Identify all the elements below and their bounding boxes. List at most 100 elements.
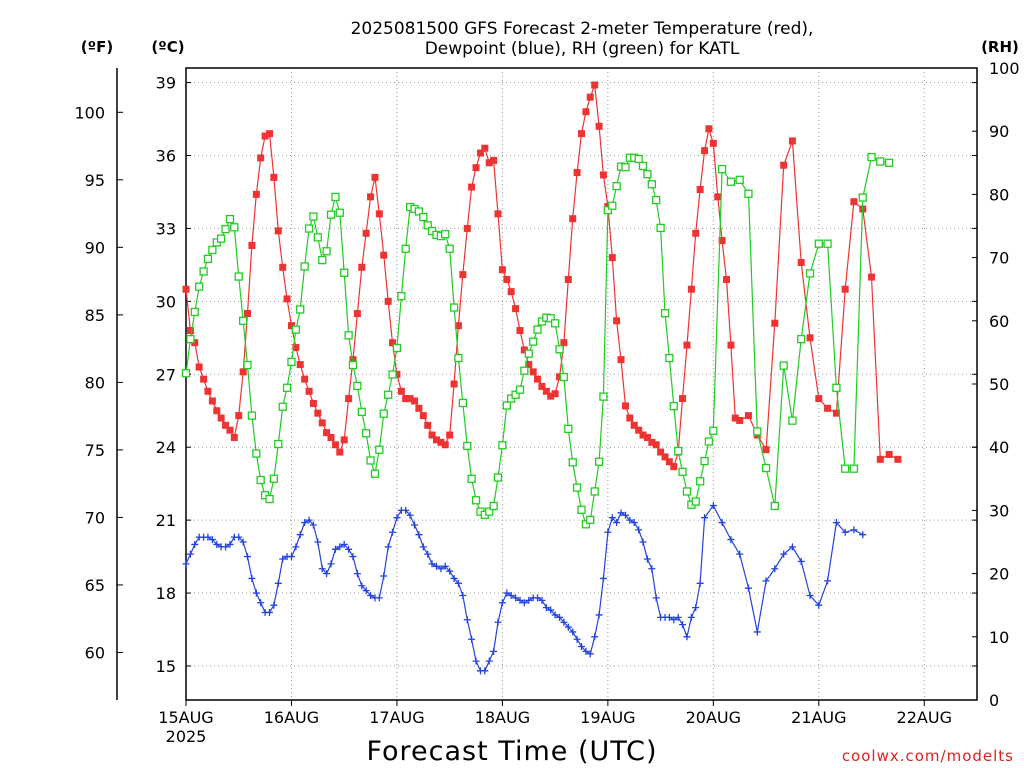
rh-point xyxy=(397,292,406,301)
dewpoint-point xyxy=(367,591,375,599)
rh-point xyxy=(678,467,687,476)
dewpoint-point xyxy=(327,560,335,568)
rh-point xyxy=(388,370,397,379)
fahrenheit-tick-label: 100 xyxy=(74,103,105,122)
dewpoint-point xyxy=(274,579,282,587)
rh-point xyxy=(550,319,560,328)
temperature-point xyxy=(389,339,397,347)
rh-point xyxy=(361,429,371,438)
temperature-point xyxy=(643,433,651,441)
rh-point xyxy=(572,483,582,492)
dewpoint-point xyxy=(270,601,278,609)
temperature-point xyxy=(762,446,770,454)
temperature-point xyxy=(450,380,458,388)
rh-point xyxy=(805,269,815,278)
rh-point xyxy=(559,372,569,382)
dewpoint-point xyxy=(424,550,432,558)
celsius-tick-label: 27 xyxy=(156,365,176,384)
temperature-point xyxy=(591,81,599,89)
rh-point xyxy=(665,353,674,363)
rh-point xyxy=(326,210,336,219)
dewpoint-point xyxy=(490,647,498,655)
dewpoint-point xyxy=(208,536,216,544)
x-axis-title: Forecast Time (UTC) xyxy=(366,736,657,767)
plot-area xyxy=(181,81,902,675)
fahrenheit-tick-label: 95 xyxy=(85,171,105,190)
rh-point xyxy=(322,247,331,256)
fahrenheit-tick-label: 90 xyxy=(85,238,105,257)
temperature-point xyxy=(336,448,344,456)
temperature-point xyxy=(305,387,313,395)
rh-point xyxy=(221,225,230,234)
rh-point xyxy=(463,441,472,451)
rh-point xyxy=(467,474,476,483)
temperature-point xyxy=(679,395,687,403)
dewpoint-point xyxy=(393,514,401,522)
dewpoint-point xyxy=(384,543,392,551)
temperature-point xyxy=(327,433,335,441)
dewpoint-point xyxy=(701,514,709,522)
temperature-point xyxy=(239,368,247,376)
temperature-point xyxy=(687,285,695,293)
temperature-point xyxy=(639,431,647,439)
temperature-point xyxy=(582,108,590,116)
rh-point xyxy=(691,497,700,506)
rh-point xyxy=(489,501,498,511)
temperature-point xyxy=(340,436,348,444)
dewpoint-point xyxy=(542,604,550,612)
dewpoint-point xyxy=(406,511,414,519)
temperature-point xyxy=(362,229,370,237)
temperature-point xyxy=(683,341,691,349)
dewpoint-point xyxy=(687,613,695,621)
celsius-tick-label: 30 xyxy=(156,292,176,311)
temperature-point xyxy=(507,288,515,296)
rh-series xyxy=(181,152,894,529)
temperature-point xyxy=(696,186,704,194)
rh-point xyxy=(357,407,366,416)
fahrenheit-tick-label: 85 xyxy=(85,306,105,325)
dewpoint-point xyxy=(824,577,832,585)
dewpoint-point xyxy=(301,519,309,527)
dewpoint-point xyxy=(257,599,265,607)
temperature-point xyxy=(626,414,634,422)
dewpoint-point xyxy=(534,594,542,602)
temperature-point xyxy=(358,263,366,271)
dewpoint-point xyxy=(648,565,656,573)
rh-point xyxy=(274,439,283,449)
temperature-point xyxy=(657,448,665,456)
dewpoint-point xyxy=(832,519,840,527)
dewpoint-point xyxy=(512,594,520,602)
celsius-unit-label: (ºC) xyxy=(151,38,184,56)
temperature-point xyxy=(200,375,208,383)
rh-point xyxy=(344,331,353,340)
celsius-tick-label: 15 xyxy=(156,657,176,676)
temperature-point xyxy=(301,375,309,383)
temperature-series xyxy=(182,81,902,471)
temperature-point xyxy=(797,258,805,266)
dewpoint-point xyxy=(753,628,761,636)
dewpoint-point xyxy=(525,596,533,604)
dewpoint-point xyxy=(459,591,467,599)
axes: 15 18 21 24 27 30 33 36 39 60 65 70 75 80 85 90 95 100 0 10… xyxy=(74,59,1019,746)
dewpoint-point xyxy=(674,613,682,621)
rh-point xyxy=(353,381,362,391)
dewpoint-point xyxy=(292,543,300,551)
temperature-point xyxy=(266,130,274,138)
rh-point xyxy=(335,208,344,217)
rh-point xyxy=(849,464,859,473)
x-tick-label: 15AUG xyxy=(158,708,213,727)
temperature-point xyxy=(419,412,427,420)
temperature-point xyxy=(547,392,555,400)
rh-tick-label: 60 xyxy=(989,312,1009,331)
dewpoint-point xyxy=(437,565,445,573)
temperature-point xyxy=(437,438,445,446)
rh-point xyxy=(379,409,388,418)
dewpoint-point xyxy=(222,543,230,551)
rh-point xyxy=(761,463,771,473)
dewpoint-point xyxy=(643,555,651,563)
temperature-point xyxy=(222,421,230,429)
dewpoint-point xyxy=(503,589,511,597)
temperature-point xyxy=(243,310,251,318)
dewpoint-point xyxy=(727,536,735,544)
rh-point xyxy=(348,360,358,370)
